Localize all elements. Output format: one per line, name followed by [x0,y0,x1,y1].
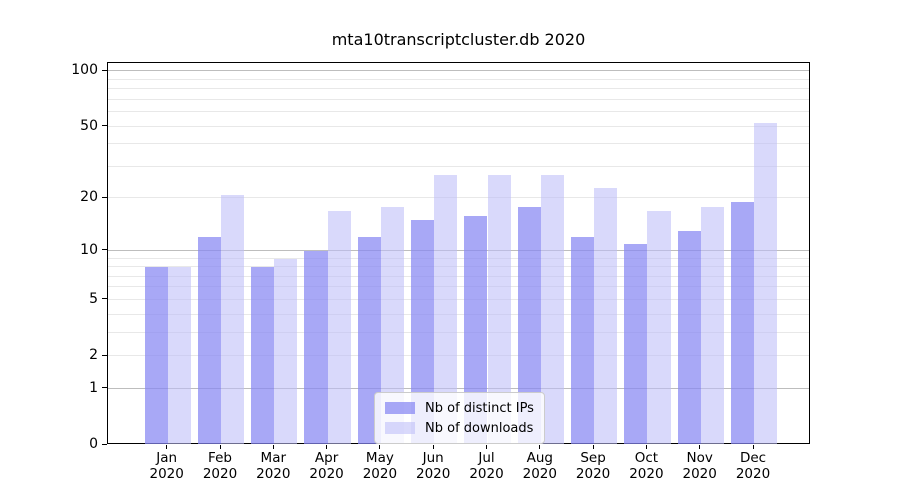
minor-gridline [108,355,809,357]
legend-row: Nb of downloads [385,418,534,438]
y-tick-mark [102,443,107,445]
minor-gridline [108,275,809,277]
minor-gridline [108,98,809,100]
bar-distinct-ips-jul [464,215,488,444]
y-tick-label: 100 [71,62,98,79]
bar-downloads-dec [754,123,778,444]
bar-distinct-ips-jan [144,267,168,444]
x-tick-mark [326,445,328,449]
x-tick-mark [486,445,487,449]
x-tick-label: Mar 2020 [256,450,291,482]
bar-downloads-apr [327,210,351,444]
bar-downloads-feb [221,194,245,444]
major-gridline [108,387,809,389]
bar-distinct-ips-oct [624,243,648,444]
y-tick-mark [102,298,107,300]
y-tick-label: 5 [89,290,98,307]
x-tick-mark [752,445,754,449]
bar-distinct-ips-mar [251,267,275,444]
x-tick-mark [432,445,434,449]
x-tick-label: Feb 2020 [202,450,238,482]
y-tick-mark [102,249,107,251]
y-tick-mark [102,387,107,389]
x-tick-label: Jun 2020 [416,450,451,482]
bar-distinct-ips-aug [517,206,541,444]
legend-swatch-downloads [385,422,415,434]
x-tick-mark [219,445,221,449]
x-tick-mark [645,445,647,449]
minor-gridline [108,143,809,145]
minor-gridline [108,111,809,113]
bar-downloads-jun [434,175,458,444]
bar-downloads-mar [274,258,298,444]
y-tick-label: 20 [80,189,98,206]
x-tick-mark [166,445,168,449]
x-tick-mark [539,445,541,449]
legend-row: Nb of distinct IPs [385,398,534,418]
x-tick-label: Nov 2020 [682,450,717,482]
y-tick-label: 1 [89,379,98,396]
bar-distinct-ips-apr [304,250,328,444]
y-tick-label: 0 [89,436,98,452]
bar-distinct-ips-jun [411,220,435,444]
minor-gridline [108,298,809,300]
minor-gridline [108,266,809,268]
x-tick-label: Jul 2020 [469,450,504,482]
minor-gridline [108,125,809,127]
y-tick-mark [102,196,107,198]
x-tick-label: Apr 2020 [309,450,344,482]
bar-downloads-may [380,206,405,444]
minor-gridline [108,331,809,333]
y-tick-mark [102,354,107,356]
y-tick-mark [102,125,107,127]
legend: Nb of distinct IPs Nb of downloads [374,392,545,444]
bar-distinct-ips-nov [677,231,701,444]
minor-gridline [108,286,809,288]
minor-gridline [108,313,809,315]
minor-gridline [108,165,809,167]
x-tick-label: Oct 2020 [629,450,664,482]
bar-downloads-sep [594,187,618,444]
bar-downloads-nov [700,206,724,444]
x-tick-mark [379,445,381,449]
legend-swatch-distinct-ips [385,402,415,414]
minor-gridline [108,257,809,259]
legend-label: Nb of distinct IPs [425,400,534,416]
x-tick-label: Aug 2020 [522,450,557,482]
bar-downloads-jul [487,175,511,444]
x-tick-label: Sep 2020 [575,450,611,482]
x-tick-mark [592,445,594,449]
bar-distinct-ips-feb [197,237,221,444]
chart-title: mta10transcriptcluster.db 2020 [331,30,586,49]
bar-downloads-aug [540,175,564,444]
x-tick-label: May 2020 [362,450,398,482]
x-tick-mark [699,445,701,449]
bar-downloads-oct [647,210,671,444]
major-gridline [108,249,809,251]
bar-distinct-ips-sep [570,237,595,444]
y-tick-label: 10 [80,241,98,258]
minor-gridline [108,197,809,199]
minor-gridline [108,88,809,90]
bar-distinct-ips-dec [730,202,754,444]
y-tick-mark [102,69,107,71]
x-tick-mark [272,445,274,449]
major-gridline [108,70,809,72]
x-tick-label: Dec 2020 [735,450,771,482]
minor-gridline [108,78,809,80]
x-tick-label: Jan 2020 [149,450,184,482]
bar-downloads-jan [167,267,191,444]
plot-area [107,62,810,444]
y-tick-label: 2 [89,347,98,364]
legend-label: Nb of downloads [425,420,534,436]
y-tick-label: 50 [80,117,98,134]
